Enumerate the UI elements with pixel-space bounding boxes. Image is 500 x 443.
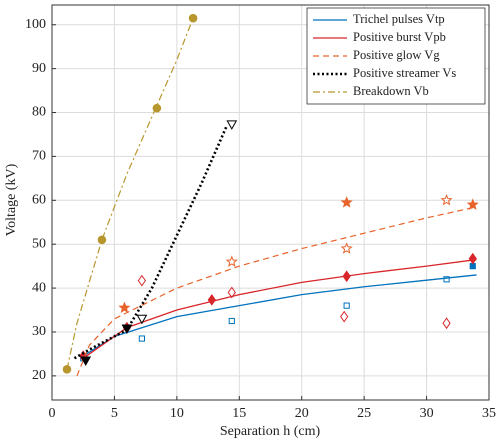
legend: Trichel pulses Vtp Positive burst Vpb Posi… bbox=[306, 7, 486, 105]
x-tick-label: 5 bbox=[111, 406, 118, 421]
marker bbox=[188, 13, 198, 23]
y-axis-label: Voltage (kV) bbox=[4, 163, 19, 236]
legend-label: Trichel pulses Vtp bbox=[353, 12, 445, 26]
marker bbox=[226, 120, 238, 130]
x-tick-label: 20 bbox=[295, 406, 309, 421]
marker bbox=[225, 255, 238, 267]
marker bbox=[62, 364, 72, 374]
marker bbox=[136, 314, 148, 325]
x-tick-label: 0 bbox=[49, 406, 56, 421]
x-tick-label: 25 bbox=[357, 406, 371, 421]
y-tick-label: 60 bbox=[32, 193, 46, 208]
y-tick-label: 30 bbox=[32, 324, 46, 339]
y-tick-label: 100 bbox=[25, 17, 46, 32]
legend-label: Positive burst Vpb bbox=[353, 30, 446, 44]
axes-box bbox=[51, 4, 490, 401]
marker bbox=[228, 317, 235, 325]
series-line bbox=[82, 274, 477, 357]
x-axis-label: Separation h (cm) bbox=[220, 424, 321, 439]
marker bbox=[118, 301, 131, 313]
marker bbox=[138, 335, 145, 342]
marker bbox=[152, 103, 162, 113]
series-line bbox=[76, 206, 477, 377]
x-tick-label: 35 bbox=[482, 406, 496, 421]
series-line bbox=[66, 17, 194, 370]
y-tick-label: 90 bbox=[32, 61, 46, 76]
y-tick-label: 80 bbox=[32, 105, 46, 120]
legend-label: Breakdown Vb bbox=[353, 84, 429, 98]
legend-label: Positive glow Vg bbox=[353, 48, 440, 62]
marker bbox=[207, 294, 216, 306]
marker bbox=[227, 286, 236, 299]
marker bbox=[80, 356, 92, 367]
series-line bbox=[73, 125, 228, 360]
marker bbox=[343, 302, 350, 309]
legend-label: Positive streamer Vs bbox=[353, 66, 456, 80]
marker bbox=[440, 193, 453, 206]
series-line bbox=[82, 258, 477, 359]
y-tick-label: 70 bbox=[32, 149, 46, 164]
marker bbox=[443, 276, 450, 283]
y-tick-label: 20 bbox=[32, 368, 46, 383]
marker bbox=[137, 274, 147, 287]
marker bbox=[340, 196, 353, 208]
marker bbox=[97, 235, 107, 245]
x-tick-label: 10 bbox=[170, 406, 184, 421]
marker bbox=[468, 252, 477, 265]
marker bbox=[466, 198, 479, 210]
y-tick-label: 40 bbox=[32, 280, 46, 295]
marker bbox=[340, 242, 353, 254]
marker bbox=[340, 310, 349, 323]
y-tick-label: 50 bbox=[32, 236, 46, 251]
x-tick-label: 30 bbox=[420, 406, 434, 421]
marker bbox=[442, 317, 451, 330]
x-tick-label: 15 bbox=[232, 406, 246, 421]
marker bbox=[342, 270, 351, 283]
marker bbox=[121, 324, 133, 334]
